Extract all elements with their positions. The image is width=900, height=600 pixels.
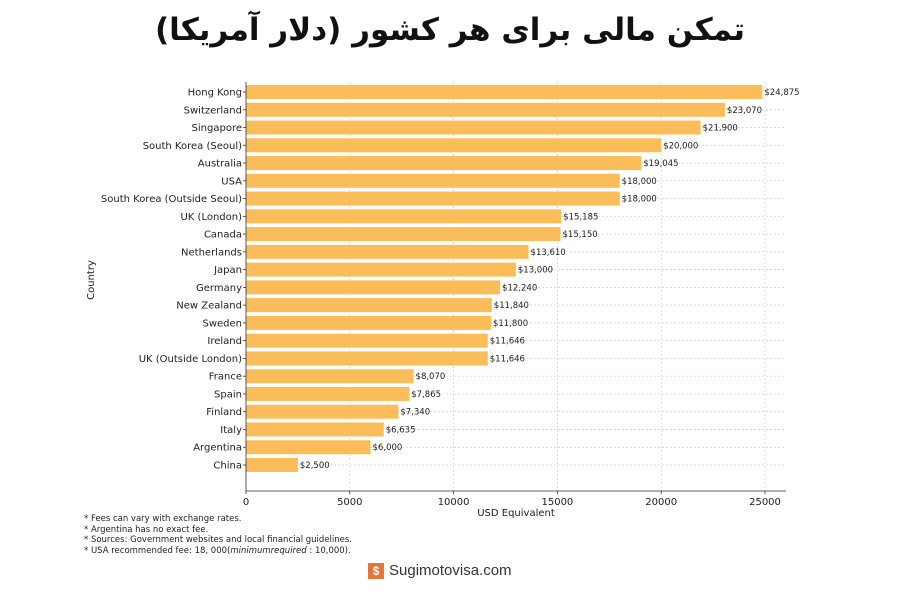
data-label: $24,875 xyxy=(764,88,799,98)
data-label: $11,800 xyxy=(493,319,528,329)
y-tick-label: Australia xyxy=(198,159,242,170)
y-tick-label: Ireland xyxy=(207,336,242,347)
bar xyxy=(246,458,298,472)
bar xyxy=(246,85,763,99)
footnote: * USA recommended fee: 18, 000(minimumre… xyxy=(84,546,352,557)
y-tick-label: China xyxy=(213,461,242,472)
bar xyxy=(246,315,491,330)
bar xyxy=(246,120,701,135)
bar xyxy=(246,440,371,455)
chart-title: تمکن مالی برای هر کشور (دلار آمریکا) xyxy=(154,12,746,48)
data-label: $11,646 xyxy=(490,337,525,347)
data-label: $7,865 xyxy=(411,390,441,400)
bar xyxy=(246,156,642,171)
y-tick-label: Hong Kong xyxy=(188,88,242,99)
bar xyxy=(246,209,562,224)
footnote-italic: minimumrequired xyxy=(230,545,307,556)
bar xyxy=(246,138,662,153)
data-label: $6,635 xyxy=(386,425,416,435)
sugimoto-logo-icon: $ xyxy=(368,562,384,579)
data-label: $11,840 xyxy=(494,301,529,311)
data-label: $21,900 xyxy=(703,124,738,134)
footnote: * Sources: Government websites and local… xyxy=(84,535,352,545)
x-tick-label: 20000 xyxy=(645,497,677,508)
data-label: $11,646 xyxy=(490,354,525,364)
y-tick-label: Sweden xyxy=(202,318,242,329)
footnote-text: : 10,000). xyxy=(306,545,351,556)
bar xyxy=(246,173,620,188)
y-tick-label: South Korea (Seoul) xyxy=(143,141,242,152)
bar xyxy=(246,422,384,437)
data-label: $15,150 xyxy=(563,230,598,240)
x-axis-label: USD Equivalent xyxy=(477,508,555,519)
x-tick-label: 5000 xyxy=(337,497,362,508)
y-tick-label: Germany xyxy=(196,283,242,294)
brand: $ Sugimotovisa.com xyxy=(368,562,512,579)
y-tick-label: Finland xyxy=(206,407,242,418)
bar xyxy=(246,244,529,259)
data-label: $8,070 xyxy=(416,372,446,382)
y-axis-label: Country xyxy=(86,260,97,300)
bar xyxy=(246,102,725,117)
data-label: $20,000 xyxy=(663,141,698,151)
bar xyxy=(246,351,488,366)
y-tick-label: Netherlands xyxy=(181,247,242,258)
bar xyxy=(246,333,488,348)
data-label: $13,610 xyxy=(531,248,566,258)
brand-name: Sugimotovisa.com xyxy=(389,562,512,579)
footnote: * Argentina has no exact fee. xyxy=(84,524,209,535)
data-label: $15,185 xyxy=(563,212,598,222)
y-tick-label: Italy xyxy=(220,425,242,436)
bar xyxy=(246,262,516,277)
x-tick-label: 15000 xyxy=(541,497,573,508)
y-tick-label: Argentina xyxy=(193,443,242,454)
footnotes: * Fees can vary with exchange rates. * A… xyxy=(84,514,352,556)
bar xyxy=(246,191,620,206)
data-label: $6,000 xyxy=(373,443,403,453)
bar xyxy=(246,298,492,313)
y-tick-label: UK (London) xyxy=(180,212,242,223)
data-label: $2,500 xyxy=(300,461,330,471)
x-tick-label: 0 xyxy=(243,497,249,508)
y-tick-label: UK (Outside London) xyxy=(139,354,242,365)
x-tick-label: 25000 xyxy=(749,497,781,508)
y-tick-label: Canada xyxy=(204,230,242,241)
data-label: $7,340 xyxy=(400,408,430,418)
data-label: $18,000 xyxy=(622,177,657,187)
data-label: $13,000 xyxy=(518,266,553,276)
y-tick-label: Spain xyxy=(214,389,242,400)
bar xyxy=(246,369,414,384)
y-tick-label: Japan xyxy=(213,265,242,276)
y-tick-label: New Zealand xyxy=(176,301,242,312)
y-tick-label: Switzerland xyxy=(184,105,242,116)
bar xyxy=(246,386,410,401)
data-label: $19,045 xyxy=(643,159,678,169)
bar xyxy=(246,280,501,295)
bar xyxy=(246,404,399,419)
y-tick-label: France xyxy=(209,372,242,383)
bar xyxy=(246,227,561,242)
footnote-text: * USA recommended fee: 18, 000( xyxy=(84,545,231,556)
x-tick-label: 10000 xyxy=(438,497,470,508)
y-tick-label: USA xyxy=(221,176,242,187)
data-label: $18,000 xyxy=(622,195,657,205)
y-tick-label: Singapore xyxy=(192,123,242,134)
data-label: $12,240 xyxy=(502,283,537,293)
data-label: $23,070 xyxy=(727,106,762,116)
footnote: * Fees can vary with exchange rates. xyxy=(84,514,242,524)
y-tick-label: South Korea (Outside Seoul) xyxy=(101,194,242,205)
